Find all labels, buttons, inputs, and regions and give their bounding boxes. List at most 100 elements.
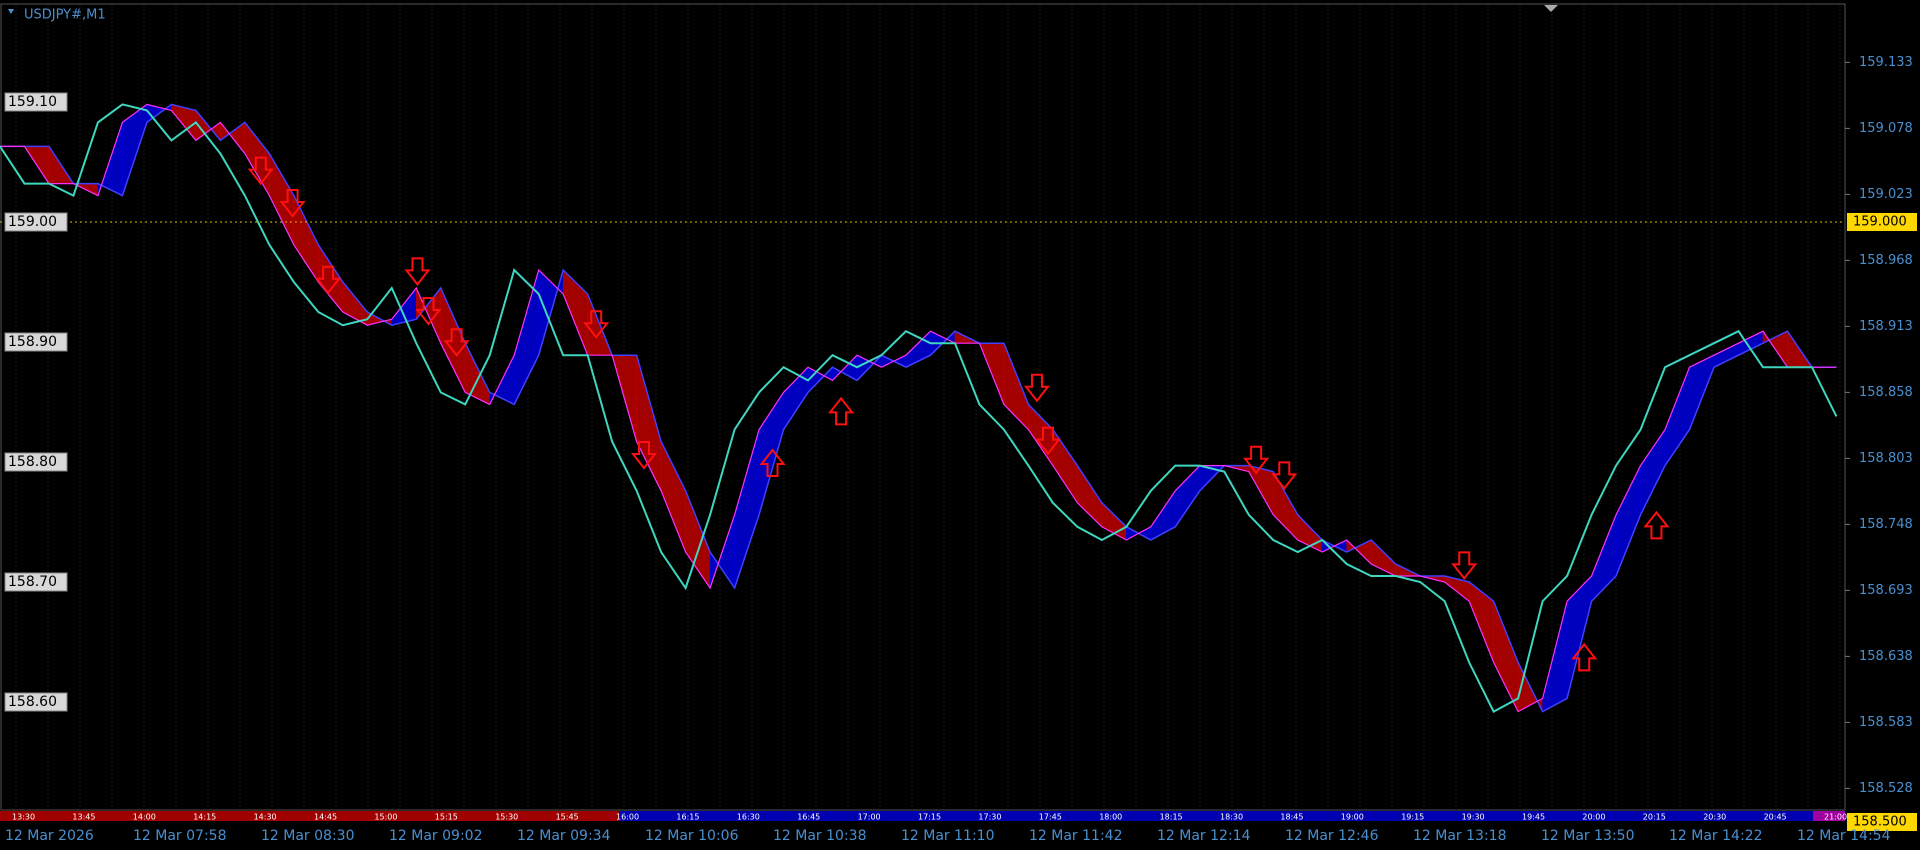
session-label: 20:45 — [1764, 813, 1787, 822]
signal-arrow — [279, 189, 306, 218]
signal-arrow — [1243, 445, 1270, 475]
x-tick-label: 12 Mar 11:10 — [901, 828, 994, 844]
level-label: 158.70 — [8, 574, 57, 590]
x-tick-label: 12 Mar 07:58 — [133, 828, 226, 844]
level-label: 159.00 — [8, 214, 57, 230]
session-label: 21:00 — [1824, 813, 1847, 822]
session-label: 15:15 — [435, 813, 458, 822]
x-tick-label: 12 Mar 09:02 — [389, 828, 482, 844]
session-label: 13:45 — [72, 813, 95, 822]
symbol-title: USDJPY#,M1 — [24, 8, 106, 23]
session-label: 17:30 — [978, 813, 1001, 822]
y-tick-label: 158.803 — [1859, 451, 1913, 466]
bottom-price-box — [1847, 813, 1917, 831]
menu-triangle[interactable] — [8, 9, 14, 14]
price-level-label: 159.000 — [1853, 215, 1907, 230]
session-label: 20:15 — [1643, 813, 1666, 822]
level-label: 159.10 — [8, 94, 57, 110]
level-label-box — [4, 692, 68, 712]
signal-arrow — [1571, 642, 1598, 672]
session-label: 19:30 — [1462, 813, 1485, 822]
x-tick-label: 12 Mar 13:18 — [1413, 828, 1506, 844]
session-label: 15:00 — [374, 813, 397, 822]
level-label: 158.80 — [8, 454, 57, 470]
signal-arrow — [828, 396, 855, 426]
session-label: 18:15 — [1160, 813, 1183, 822]
session-label: 14:45 — [314, 813, 337, 822]
y-tick-label: 158.858 — [1859, 385, 1913, 400]
x-tick-label: 12 Mar 08:30 — [261, 828, 354, 844]
session-strip — [1813, 811, 1845, 821]
y-tick-label: 158.693 — [1859, 583, 1913, 598]
signal-arrow — [443, 328, 470, 357]
signal-arrow — [315, 265, 342, 295]
x-tick-label: 12 Mar 12:46 — [1285, 828, 1379, 844]
x-tick-label: 12 Mar 11:42 — [1029, 828, 1122, 844]
level-label: 158.90 — [8, 334, 57, 350]
y-tick-label: 159.078 — [1859, 121, 1913, 136]
y-tick-label: 158.748 — [1859, 517, 1913, 532]
signal-arrow — [1271, 461, 1298, 491]
session-strip — [0, 811, 619, 821]
session-label: 17:00 — [858, 813, 881, 822]
shift-marker[interactable] — [1544, 5, 1558, 12]
session-strip — [619, 811, 1813, 821]
x-tick-label: 12 Mar 12:14 — [1157, 828, 1251, 844]
session-label: 17:15 — [918, 813, 941, 822]
session-label: 16:15 — [676, 813, 699, 822]
session-label: 18:00 — [1099, 813, 1122, 822]
signal-arrow — [1023, 373, 1051, 403]
y-tick-label: 158.913 — [1859, 319, 1913, 334]
x-tick-label: 12 Mar 14:54 — [1797, 828, 1891, 844]
session-label: 18:45 — [1280, 813, 1303, 822]
session-label: 14:00 — [133, 813, 156, 822]
x-tick-label: 12 Mar 10:38 — [773, 828, 866, 844]
level-label-box — [4, 332, 68, 352]
x-tick-label: 12 Mar 13:50 — [1541, 828, 1634, 844]
session-label: 16:45 — [797, 813, 820, 822]
level-label: 158.60 — [8, 694, 57, 710]
session-label: 19:45 — [1522, 813, 1545, 822]
x-tick-label: 12 Mar 14:22 — [1669, 828, 1762, 844]
bottom-price-label: 158.500 — [1853, 815, 1907, 830]
session-label: 15:45 — [556, 813, 579, 822]
price-line — [0, 103, 1838, 713]
y-tick-label: 159.133 — [1859, 55, 1913, 70]
session-label: 14:15 — [193, 813, 216, 822]
y-tick-label: 158.528 — [1859, 781, 1913, 796]
signal-arrow — [583, 310, 610, 339]
plot-frame — [0, 3, 1846, 811]
x-tick-label: 12 Mar 10:06 — [645, 828, 739, 844]
signal-arrow — [247, 156, 274, 186]
y-tick-label: 158.638 — [1859, 649, 1913, 664]
session-label: 14:30 — [254, 813, 277, 822]
signal-arrow — [1643, 510, 1670, 540]
level-label-box — [4, 212, 68, 232]
price-level-box — [1847, 213, 1917, 231]
session-label: 19:00 — [1341, 813, 1364, 822]
signal-arrow — [404, 257, 431, 287]
signal-arrow — [415, 297, 442, 326]
y-tick-label: 158.968 — [1859, 253, 1913, 268]
session-label: 20:30 — [1703, 813, 1726, 822]
session-label: 16:30 — [737, 813, 760, 822]
session-label: 13:30 — [12, 813, 35, 822]
session-label: 19:15 — [1401, 813, 1424, 822]
fast-ma-line — [0, 103, 1837, 713]
x-tick-label: 12 Mar 09:34 — [517, 828, 611, 844]
signal-arrow — [630, 441, 658, 470]
y-tick-label: 159.023 — [1859, 187, 1913, 202]
session-label: 18:30 — [1220, 813, 1243, 822]
level-label-box — [4, 572, 68, 592]
level-label-box — [4, 92, 68, 112]
signal-arrow — [1034, 426, 1062, 456]
session-label: 17:45 — [1039, 813, 1062, 822]
session-label: 15:30 — [495, 813, 518, 822]
session-label: 20:00 — [1582, 813, 1605, 822]
level-label-box — [4, 452, 68, 472]
x-tick-label: 12 Mar 2026 — [5, 828, 94, 844]
slow-ma-line — [0, 103, 1837, 713]
